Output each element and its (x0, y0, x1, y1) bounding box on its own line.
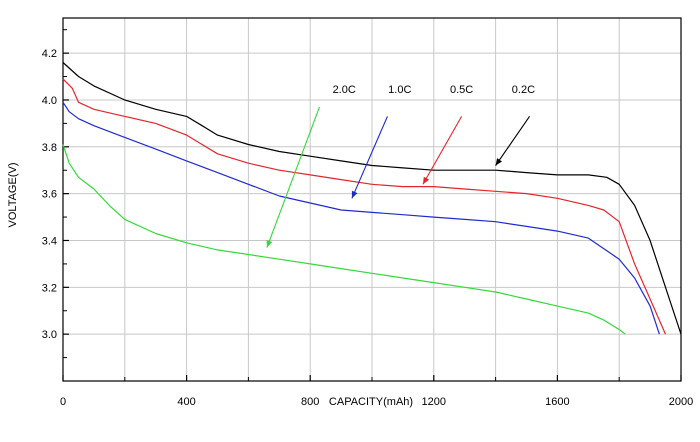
series-line-0-5c (62, 78, 667, 335)
annotation-arrow (422, 116, 463, 185)
annotation-arrowhead (423, 176, 430, 185)
annotation-arrow (351, 116, 388, 199)
tick-labels: 0 400 800 1200 1600 2000 3.0 3.2 3.4 3.6 3.8 4.0 4.2 (42, 48, 694, 408)
annotation-arrowhead (351, 190, 358, 199)
y-tick-label: 4.0 (42, 95, 57, 107)
axes (62, 17, 682, 382)
x-axis-title: CAPACITY(mAh) (329, 396, 413, 408)
annotation-label: 2.0C (333, 84, 356, 96)
y-tick-label: 3.4 (42, 235, 57, 247)
annotation-label: 0.5C (450, 84, 473, 96)
x-tick-label: 0 (60, 396, 66, 408)
series-line-1-0c (62, 101, 660, 335)
series-lines (62, 62, 682, 335)
y-tick-label: 3.0 (42, 329, 57, 341)
y-tick-label: 3.6 (42, 189, 57, 201)
series-line-2-0c (62, 144, 626, 335)
annotation-arrowhead (266, 239, 273, 248)
x-tick-label: 2000 (669, 396, 693, 408)
annotation-label: 1.0C (388, 84, 411, 96)
series-line-0-2c (62, 62, 682, 335)
annotation-arrow (495, 116, 531, 166)
y-tick-label: 4.2 (42, 48, 57, 60)
x-tick-label: 1600 (545, 396, 569, 408)
y-axis-title: VOLTAGE(V) (7, 163, 19, 228)
y-tick-label: 3.8 (42, 142, 57, 154)
annotation-arrowhead (495, 158, 502, 166)
x-tick-label: 800 (301, 396, 319, 408)
annotation-arrow (266, 106, 320, 248)
grid (63, 18, 681, 381)
y-tick-label: 3.2 (42, 282, 57, 294)
x-tick-label: 400 (177, 396, 195, 408)
annotations: 2.0C 1.0C 0.5C 0.2C (266, 84, 535, 248)
annotation-label: 0.2C (512, 84, 535, 96)
x-tick-label: 1200 (422, 396, 446, 408)
